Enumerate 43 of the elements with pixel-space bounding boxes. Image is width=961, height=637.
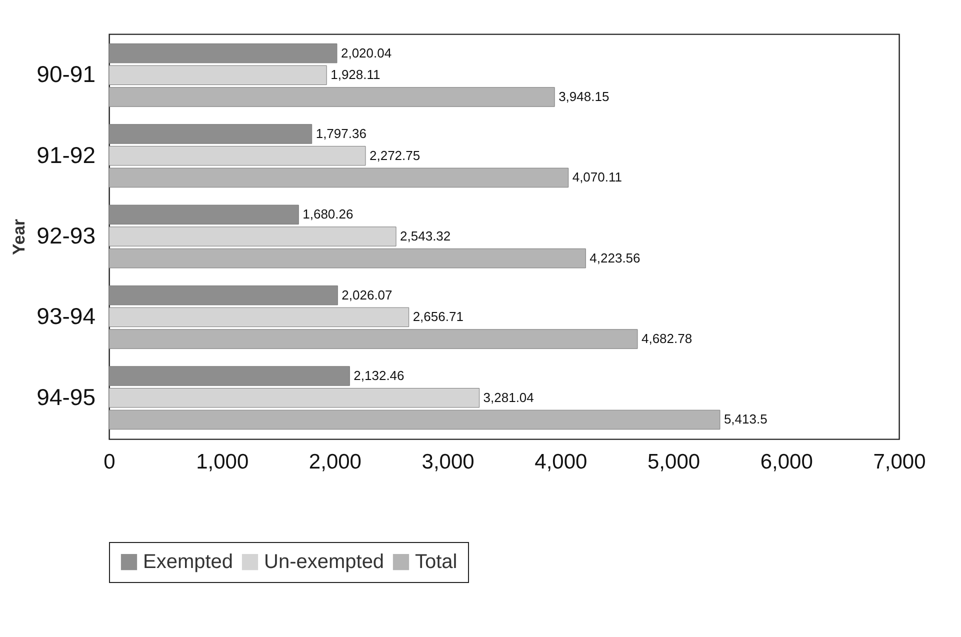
data-label: 2,543.32: [400, 228, 451, 244]
data-label: 1,928.11: [330, 67, 380, 82]
data-label: 4,070.11: [572, 170, 622, 185]
bar: [108, 204, 299, 225]
bar: [108, 366, 350, 386]
data-label: 2,132.46: [354, 368, 404, 384]
y-axis-title: Year: [10, 218, 29, 255]
x-tick-label: 6,000: [760, 450, 813, 474]
x-tick-label: 5,000: [648, 450, 700, 474]
data-label: 2,020.04: [340, 45, 392, 60]
x-tick-label: 2,000: [308, 450, 362, 474]
bar: [108, 248, 586, 268]
data-label: 4,223.56: [590, 250, 640, 266]
y-tick-label: 91-92: [36, 142, 96, 168]
bar: [108, 410, 720, 430]
data-label: 3,948.15: [558, 88, 610, 104]
y-tick-label: 93-94: [36, 303, 96, 330]
legend-label: Exempted: [143, 551, 234, 573]
bar: [108, 65, 327, 86]
y-tick-label: 92-93: [36, 222, 96, 248]
bar: [108, 87, 555, 107]
x-tick-label: 1,000: [196, 450, 249, 474]
data-label: 3,281.04: [483, 390, 534, 405]
data-label: 1,680.26: [302, 206, 354, 222]
y-tick-label: 90-91: [36, 61, 96, 88]
legend-label: Total: [415, 551, 458, 573]
bar: [108, 226, 396, 246]
y-tick-label: 94-95: [36, 384, 96, 410]
x-tick-label: 7,000: [873, 450, 926, 474]
data-label: 2,026.07: [342, 287, 392, 302]
bar: [108, 43, 338, 64]
data-label: 5,413.5: [724, 412, 768, 427]
data-label: 2,272.75: [369, 148, 420, 163]
bar: [108, 388, 480, 408]
x-tick-label: 0: [104, 450, 116, 474]
data-label: 4,682.78: [641, 331, 692, 346]
data-label: 2,656.71: [412, 309, 464, 324]
bar: [108, 124, 312, 144]
x-tick-label: 3,000: [422, 450, 474, 474]
x-tick-label: 4,000: [534, 450, 588, 474]
legend-label: Un-exempted: [264, 551, 384, 573]
data-label: 1,797.36: [316, 126, 366, 141]
bar: [108, 329, 638, 349]
